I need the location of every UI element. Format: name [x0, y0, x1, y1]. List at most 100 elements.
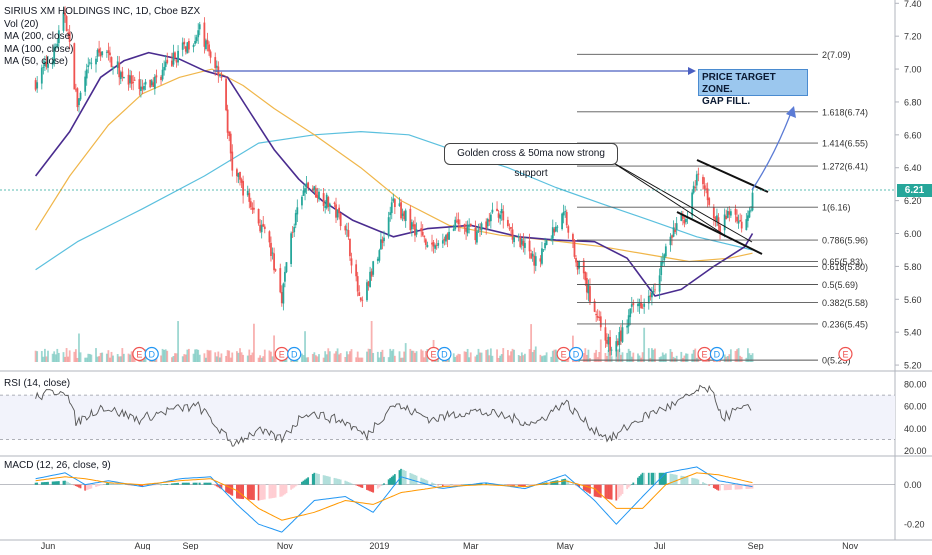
- drawings: [0, 67, 895, 255]
- macd-histogram-bar: [206, 482, 209, 485]
- macd-histogram-bar: [746, 484, 749, 489]
- macd-histogram-bar: [519, 484, 522, 487]
- target-arrowhead: [786, 106, 796, 118]
- macd-histogram-bar: [302, 480, 305, 485]
- candle-body: [607, 336, 610, 345]
- candle-body: [522, 240, 525, 246]
- candle-body: [249, 201, 252, 208]
- volume-bar: [205, 357, 207, 362]
- macd-histogram-bar: [282, 484, 285, 496]
- candle-body: [116, 61, 119, 68]
- candle-body: [441, 240, 444, 244]
- candle-body: [717, 217, 720, 226]
- macd-histogram-bar: [573, 484, 576, 485]
- candle-body: [685, 218, 687, 222]
- volume-bar: [228, 350, 231, 362]
- macd-histogram-bar: [465, 484, 467, 485]
- candle-body: [511, 229, 514, 240]
- legend-item-ma100: MA (100, close): [4, 43, 74, 55]
- macd-histogram-bar: [383, 483, 385, 485]
- trendline-lower: [676, 211, 763, 255]
- volume-bar: [533, 349, 536, 362]
- candle-body: [262, 223, 265, 227]
- candle-body: [454, 219, 457, 230]
- macd-histogram-bar: [36, 482, 39, 485]
- macd-histogram-bar: [674, 474, 677, 485]
- price-tick-label: 6.80: [904, 97, 922, 107]
- candle-body: [544, 243, 546, 249]
- candle-body: [359, 297, 362, 301]
- time-tick-label: Mar: [463, 541, 479, 550]
- candle-body: [324, 206, 327, 208]
- macd-histogram-bar: [729, 484, 732, 490]
- candle-body: [663, 254, 666, 261]
- macd-histogram-bar: [361, 484, 364, 488]
- candle-body: [141, 86, 144, 90]
- macd-histogram-bar: [572, 483, 574, 485]
- candle-body: [85, 69, 88, 79]
- golden-cross-note[interactable]: Golden cross & 50ma now strong support: [444, 143, 618, 179]
- candle-body: [542, 249, 545, 251]
- macd-histogram-bar: [719, 484, 721, 491]
- macd-histogram-bar: [366, 484, 368, 490]
- volume-bar: [486, 349, 489, 362]
- candle-body: [260, 225, 263, 233]
- macd-histogram-bar: [305, 478, 308, 485]
- event-marker-label: E: [136, 350, 142, 360]
- volume-bar: [118, 356, 121, 362]
- macd-histogram-bar: [562, 479, 565, 485]
- candle-body: [497, 213, 500, 218]
- macd-histogram-bar: [448, 484, 450, 486]
- note-pointer: [611, 161, 753, 243]
- volume-bar: [45, 356, 48, 362]
- candle-body: [327, 197, 330, 208]
- candle-body: [119, 72, 122, 80]
- candle-body: [692, 185, 695, 193]
- volume-bar: [686, 353, 689, 362]
- chart-legend: SIRIUS XM HOLDINGS INC, 1D, Cboe BZX Vol…: [4, 6, 200, 69]
- candle-body: [291, 232, 294, 234]
- candle-body: [208, 44, 210, 52]
- macd-tick-label: -0.20: [904, 520, 925, 530]
- volume-bar: [87, 353, 90, 362]
- volume-bar: [248, 349, 251, 362]
- volume-bar: [746, 348, 749, 362]
- volume-bar: [632, 352, 635, 362]
- candle-body: [615, 341, 618, 352]
- candle-body: [650, 292, 653, 298]
- rsi-band: [0, 395, 895, 440]
- macd-histogram-bar: [249, 484, 252, 500]
- candle-body: [383, 237, 385, 242]
- volume-bar: [271, 356, 274, 362]
- volume-bar: [383, 356, 385, 362]
- macd-histogram-bar: [415, 475, 418, 485]
- macd-histogram-bar: [208, 482, 210, 485]
- volume-bar: [361, 357, 364, 362]
- volume-bar: [318, 354, 320, 362]
- candle-body: [469, 223, 472, 226]
- macd-histogram-bar: [51, 481, 54, 485]
- volume-bar: [367, 348, 370, 362]
- candle-body: [489, 214, 492, 222]
- volume-bar: [344, 356, 347, 362]
- volume-bar: [737, 348, 740, 362]
- candle-body: [719, 225, 721, 233]
- volume-bar: [64, 356, 66, 362]
- fibonacci-levels: 2(7.09) 1.618(6.74) 1.414(6.55) 1.272(6.41)…: [577, 50, 868, 366]
- candle-body: [347, 230, 350, 237]
- candle-body: [152, 82, 155, 88]
- rsi-tick-label: 60.00: [904, 402, 927, 412]
- candle-body: [64, 12, 66, 16]
- volume-bar: [387, 357, 390, 362]
- price-target-box[interactable]: PRICE TARGET ZONE. GAP FILL.: [698, 69, 808, 107]
- candle-body: [215, 65, 218, 68]
- volume-bar: [129, 354, 131, 362]
- macd-histogram-bar: [205, 482, 207, 485]
- candle-body: [53, 46, 56, 64]
- candle-body: [268, 231, 271, 243]
- macd-histogram-bar: [96, 484, 99, 487]
- price-tick-label: 5.80: [904, 262, 922, 272]
- macd-histogram-bar: [34, 482, 37, 485]
- volume-bar: [350, 349, 353, 362]
